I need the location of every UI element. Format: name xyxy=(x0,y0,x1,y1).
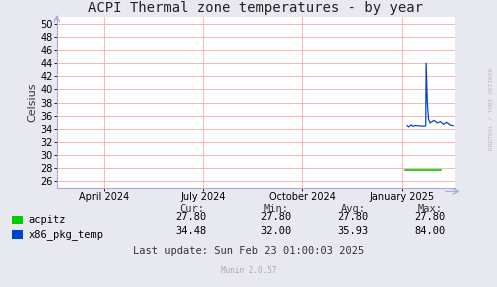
Text: Max:: Max: xyxy=(417,203,442,214)
Text: 84.00: 84.00 xyxy=(414,226,445,236)
Text: 27.80: 27.80 xyxy=(337,212,368,222)
Text: RRDTOOL / TOBI OETIKER: RRDTOOL / TOBI OETIKER xyxy=(489,68,494,150)
Text: Munin 2.0.57: Munin 2.0.57 xyxy=(221,266,276,275)
Y-axis label: Celsius: Celsius xyxy=(28,83,38,122)
Text: 27.80: 27.80 xyxy=(176,212,207,222)
Text: 27.80: 27.80 xyxy=(414,212,445,222)
Text: 27.80: 27.80 xyxy=(260,212,291,222)
Text: Min:: Min: xyxy=(263,203,288,214)
Text: Last update: Sun Feb 23 01:00:03 2025: Last update: Sun Feb 23 01:00:03 2025 xyxy=(133,246,364,256)
Text: Avg:: Avg: xyxy=(340,203,365,214)
Text: x86_pkg_temp: x86_pkg_temp xyxy=(28,229,103,240)
Text: 35.93: 35.93 xyxy=(337,226,368,236)
Text: 32.00: 32.00 xyxy=(260,226,291,236)
Text: Cur:: Cur: xyxy=(179,203,204,214)
Title: ACPI Thermal zone temperatures - by year: ACPI Thermal zone temperatures - by year xyxy=(88,1,423,15)
Text: 34.48: 34.48 xyxy=(176,226,207,236)
Text: acpitz: acpitz xyxy=(28,215,66,225)
